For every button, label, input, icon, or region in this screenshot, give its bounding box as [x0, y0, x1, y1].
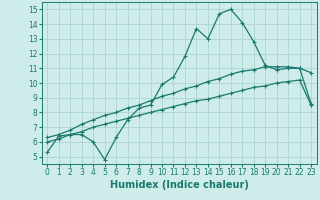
- X-axis label: Humidex (Indice chaleur): Humidex (Indice chaleur): [110, 180, 249, 190]
